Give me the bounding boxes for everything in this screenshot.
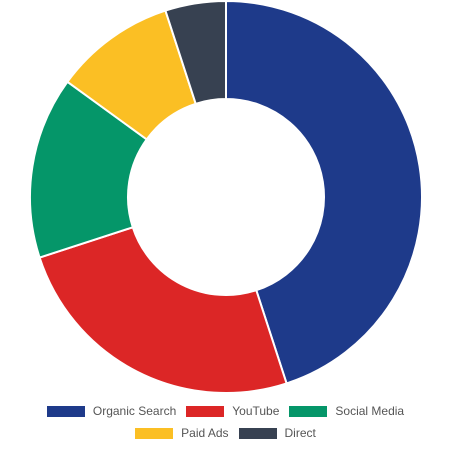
legend-item-direct[interactable]: Direct xyxy=(238,426,316,440)
donut-slice-youtube[interactable] xyxy=(38,226,288,394)
legend-item-paid-ads[interactable]: Paid Ads xyxy=(135,426,229,440)
legend-row-2: Paid Ads Direct xyxy=(0,426,451,440)
donut-slice-direct[interactable] xyxy=(164,0,227,106)
legend-swatch-youtube xyxy=(186,405,225,417)
legend-label-youtube: YouTube xyxy=(232,404,280,418)
legend-item-youtube[interactable]: YouTube xyxy=(186,404,279,418)
legend-item-social-media[interactable]: Social Media xyxy=(289,404,404,418)
legend-item-organic-search[interactable]: Organic Search xyxy=(46,404,177,418)
donut-chart-plot xyxy=(29,0,423,394)
donut-slice-organic-search[interactable] xyxy=(225,0,423,385)
legend-swatch-paid-ads xyxy=(135,427,174,439)
legend-label-organic-search: Organic Search xyxy=(92,404,177,418)
legend-label-paid-ads: Paid Ads xyxy=(181,426,229,440)
legend-row-1: Organic Search YouTube Social Media xyxy=(0,404,451,418)
legend-swatch-direct xyxy=(238,427,277,439)
legend-swatch-organic-search xyxy=(46,405,85,417)
legend-label-social-media: Social Media xyxy=(335,404,405,418)
legend-label-direct: Direct xyxy=(284,426,316,440)
legend-swatch-social-media xyxy=(289,405,328,417)
